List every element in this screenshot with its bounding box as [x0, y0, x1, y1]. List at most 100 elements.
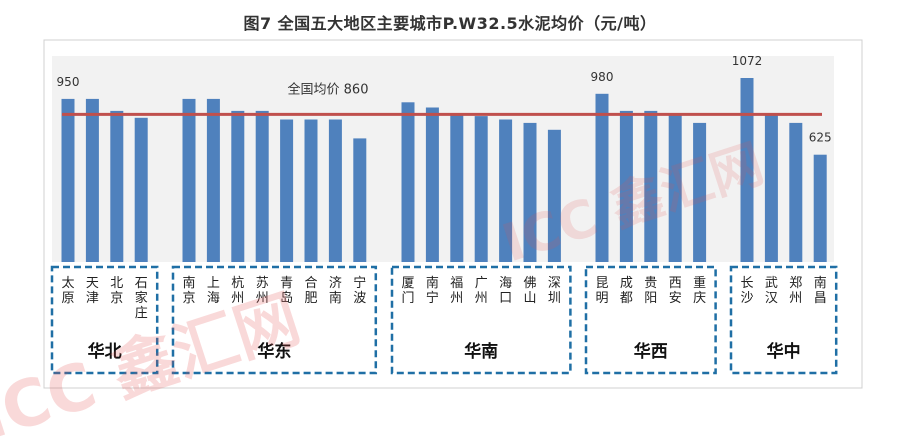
tick-label-青岛-0: 青 — [280, 276, 293, 291]
bar-海口 — [499, 119, 513, 262]
bar-北京 — [110, 110, 124, 263]
tick-label-合肥-0: 合 — [304, 276, 317, 291]
tick-label-海口-1: 口 — [499, 291, 512, 306]
tick-label-西安-0: 西 — [669, 276, 682, 291]
tick-label-深圳-1: 圳 — [548, 291, 561, 306]
bar-长沙 — [740, 78, 754, 262]
tick-label-昆明-1: 明 — [595, 291, 608, 306]
tick-label-青岛-1: 岛 — [280, 290, 293, 306]
region-box-华中 — [729, 265, 838, 375]
region-label-华中: 华中 — [767, 341, 801, 362]
average-line-label: 全国均价 860 — [288, 81, 369, 97]
bar-石家庄 — [134, 117, 148, 262]
tick-label-重庆-1: 庆 — [693, 291, 706, 306]
tick-label-苏州-0: 苏 — [256, 275, 269, 291]
tick-label-广州-0: 广 — [475, 276, 488, 291]
tick-label-南宁-1: 宁 — [426, 290, 439, 306]
tick-label-太原-1: 原 — [61, 291, 74, 306]
bar-佛山 — [523, 122, 537, 263]
bar-广州 — [474, 116, 488, 262]
region-label-华西: 华西 — [634, 341, 668, 362]
region-label-华东: 华东 — [257, 341, 291, 362]
tick-label-石家庄-2: 庄 — [135, 305, 148, 321]
region-box-华南 — [390, 265, 572, 375]
tick-label-贵阳-0: 贵 — [644, 276, 657, 291]
bar-南昌 — [813, 154, 827, 262]
data-label-南昌: 625 — [809, 131, 832, 145]
tick-label-广州-1: 州 — [475, 291, 488, 306]
tick-label-贵阳-1: 阳 — [644, 291, 657, 306]
bar-天津 — [85, 98, 99, 263]
bar-苏州 — [255, 110, 269, 263]
tick-label-厦门-0: 厦 — [401, 276, 414, 291]
tick-label-南宁-0: 南 — [426, 275, 439, 291]
bar-深圳 — [547, 129, 561, 262]
tick-label-北京-0: 北 — [110, 276, 123, 291]
bar-济南 — [328, 119, 342, 262]
tick-label-石家庄-0: 石 — [135, 276, 148, 291]
tick-label-南昌-0: 南 — [814, 275, 827, 291]
tick-label-宁波-0: 宁 — [353, 275, 366, 291]
tick-label-长沙-1: 沙 — [740, 291, 753, 306]
bar-厦门 — [401, 102, 415, 262]
tick-label-深圳-0: 深 — [548, 276, 561, 291]
tick-label-南昌-1: 昌 — [814, 291, 827, 306]
bar-太原 — [61, 98, 75, 263]
tick-label-南京-1: 京 — [182, 291, 195, 306]
tick-label-武汉-1: 汉 — [765, 291, 778, 306]
data-label-长沙: 1072 — [732, 54, 763, 68]
bar-南京 — [182, 98, 196, 263]
tick-label-佛山-1: 山 — [523, 291, 536, 306]
tick-label-天津-0: 天 — [86, 276, 99, 291]
region-label-华北: 华北 — [88, 341, 122, 362]
tick-label-太原-0: 太 — [61, 276, 74, 291]
tick-label-重庆-0: 重 — [693, 275, 706, 291]
bar-福州 — [450, 114, 464, 263]
tick-label-成都-1: 都 — [620, 291, 633, 306]
tick-label-天津-1: 津 — [86, 291, 99, 306]
tick-label-佛山-0: 佛 — [523, 276, 536, 291]
tick-label-郑州-1: 州 — [789, 291, 802, 306]
bar-合肥 — [304, 119, 318, 262]
bar-昆明 — [595, 93, 609, 262]
tick-label-成都-0: 成 — [620, 276, 633, 291]
tick-label-福州-1: 州 — [450, 291, 463, 306]
bar-宁波 — [353, 138, 367, 262]
bar-重庆 — [693, 122, 707, 263]
tick-label-上海-0: 上 — [207, 276, 220, 291]
bar-青岛 — [280, 119, 294, 262]
tick-label-宁波-1: 波 — [353, 291, 366, 306]
bar-贵阳 — [644, 110, 658, 263]
tick-label-济南-0: 济 — [329, 276, 342, 291]
tick-label-郑州-0: 郑 — [789, 276, 802, 291]
chart-title: 图7 全国五大地区主要城市P.W32.5水泥均价（元/吨） — [243, 14, 657, 33]
tick-label-杭州-1: 州 — [231, 291, 244, 306]
bar-上海 — [206, 98, 220, 263]
tick-label-杭州-0: 杭 — [231, 276, 244, 291]
data-label-昆明: 980 — [591, 70, 614, 84]
bar-成都 — [619, 110, 633, 263]
tick-label-福州-0: 福 — [450, 276, 463, 291]
tick-label-上海-1: 海 — [207, 291, 220, 306]
tick-label-济南-1: 南 — [329, 290, 342, 306]
region-box-华西 — [584, 265, 717, 375]
bar-西安 — [668, 114, 682, 263]
bar-南宁 — [425, 107, 439, 262]
tick-label-厦门-1: 门 — [401, 291, 414, 306]
region-box-华北 — [50, 265, 159, 375]
bar-杭州 — [231, 110, 245, 263]
tick-label-南京-0: 南 — [182, 275, 195, 291]
region-box-华东 — [171, 265, 378, 375]
data-label-太原: 950 — [57, 75, 80, 89]
tick-label-武汉-0: 武 — [765, 276, 778, 291]
tick-label-长沙-0: 长 — [740, 276, 753, 291]
tick-label-昆明-0: 昆 — [595, 276, 608, 291]
tick-label-合肥-1: 肥 — [304, 291, 317, 306]
tick-label-西安-1: 安 — [669, 291, 682, 306]
bar-郑州 — [789, 122, 803, 263]
bar-武汉 — [764, 114, 778, 263]
tick-label-苏州-1: 州 — [256, 291, 269, 306]
tick-label-石家庄-1: 家 — [135, 290, 148, 306]
tick-label-海口-0: 海 — [499, 276, 512, 291]
